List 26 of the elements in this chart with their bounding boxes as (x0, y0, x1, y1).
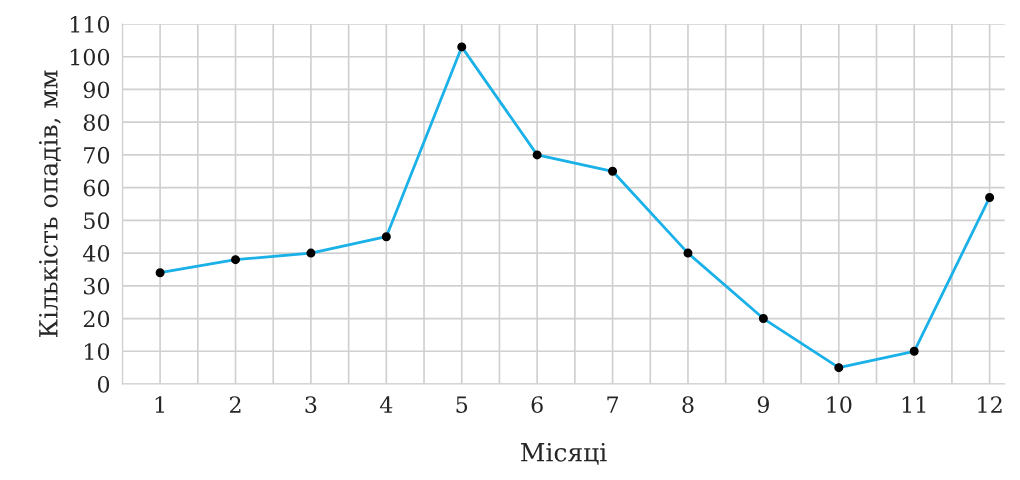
y-tick-label: 70 (84, 146, 110, 164)
x-tick-label: 1 (155, 396, 165, 413)
y-tick-label: 80 (83, 114, 110, 131)
y-tick-label: 0 (97, 375, 110, 393)
x-tick-label: 2 (229, 396, 241, 413)
y-tick-label: 100 (70, 48, 110, 66)
x-tick-label: 7 (607, 396, 619, 413)
x-tick-label: 6 (531, 396, 543, 414)
x-tick-label: 12 (978, 396, 1002, 413)
x-tick-label: 5 (456, 396, 468, 414)
x-tick-label: 9 (757, 396, 769, 414)
x-tick-label: 10 (827, 396, 852, 414)
x-tick-label: 4 (379, 396, 393, 413)
y-tick-label: 30 (84, 277, 110, 295)
y-tick-label: 110 (70, 15, 110, 33)
x-tick-label: 8 (682, 396, 694, 414)
y-axis-title: Кількість опадів, мм (39, 70, 61, 337)
y-tick-label: 40 (83, 245, 110, 262)
y-tick-label: 90 (83, 81, 110, 99)
y-tick-label: 10 (85, 343, 110, 361)
x-axis-title: Місяці (521, 442, 607, 465)
y-tick-label: 60 (83, 179, 110, 197)
y-tick-label: 50 (84, 212, 110, 230)
x-tick-label: 3 (305, 396, 317, 414)
y-tick-label: 20 (83, 310, 110, 328)
x-tick-label: 11 (902, 396, 926, 413)
